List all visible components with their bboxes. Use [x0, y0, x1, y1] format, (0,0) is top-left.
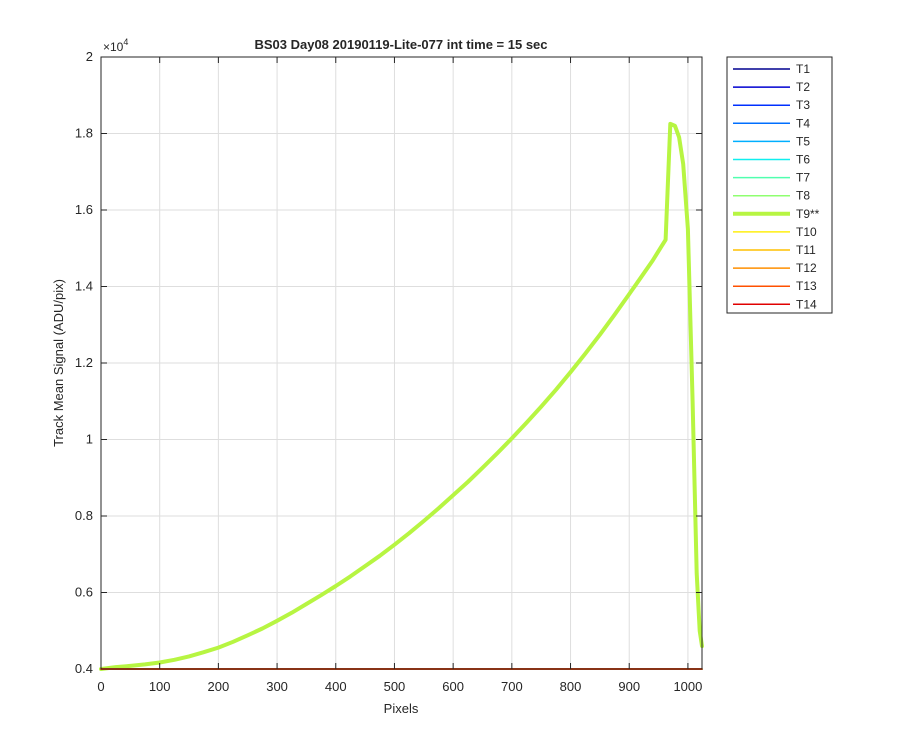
axis-ticks [100, 56, 702, 670]
legend-label: T1 [796, 62, 810, 76]
legend-label: T11 [796, 243, 816, 257]
legend-label: T9** [796, 207, 820, 221]
legend-item[interactable]: T12 [733, 261, 817, 275]
y-tick-label: 1.4 [75, 279, 93, 294]
x-tick-label: 0 [97, 679, 104, 694]
legend-item[interactable]: T1 [733, 62, 810, 76]
legend-item[interactable]: T11 [733, 243, 816, 257]
x-tick-label: 800 [560, 679, 582, 694]
legend-item[interactable]: T13 [733, 279, 817, 293]
x-tick-label: 1000 [673, 679, 702, 694]
x-tick-label: 100 [149, 679, 171, 694]
legend-item[interactable]: T3 [733, 98, 810, 112]
legend-label: T10 [796, 225, 817, 239]
series-line-t9 [99, 121, 704, 671]
y-tick-label: 1 [86, 432, 93, 447]
y-tick-label: 0.8 [75, 508, 93, 523]
chart-title: BS03 Day08 20190119-Lite-077 int time = … [254, 37, 547, 52]
legend-label: T5 [796, 134, 810, 148]
legend-item[interactable]: T2 [733, 80, 810, 94]
legend-label: T14 [796, 297, 817, 311]
legend-item[interactable]: T5 [733, 134, 810, 148]
x-tick-label: 400 [325, 679, 347, 694]
x-tick-label: 300 [266, 679, 288, 694]
legend-items: T1 T2 T3 T4 T5 T6 T7 T8 T9** T10 T11 T12 T13 T14 [733, 62, 820, 311]
legend-label: T4 [796, 116, 810, 130]
y-exponent-multiplier: ×104 [103, 37, 128, 54]
x-axis-label: Pixels [384, 701, 419, 716]
legend-item[interactable]: T14 [733, 297, 817, 311]
legend-item[interactable]: T4 [733, 116, 810, 130]
legend-box [726, 56, 833, 314]
x-tick-label: 200 [208, 679, 230, 694]
legend[interactable]: T1 T2 T3 T4 T5 T6 T7 T8 T9** T10 T11 T12 T13 T14 [726, 56, 833, 314]
y-tick-label: 0.4 [75, 661, 93, 676]
x-tick-label: 700 [501, 679, 523, 694]
y-tick-label: 1.6 [75, 202, 93, 217]
legend-label: T12 [796, 261, 817, 275]
legend-item[interactable]: T8 [733, 189, 810, 203]
y-axis-label: Track Mean Signal (ADU/pix) [51, 279, 66, 447]
legend-label: T2 [796, 80, 810, 94]
legend-label: T7 [796, 171, 810, 185]
x-tick-labels: 0 100 200 300 400 500 600 700 800 900 1000 [97, 679, 702, 694]
x-tick-label: 600 [442, 679, 464, 694]
legend-label: T8 [796, 189, 810, 203]
legend-item[interactable]: T6 [733, 153, 810, 167]
legend-label: T3 [796, 98, 810, 112]
legend-item[interactable]: T9** [733, 207, 820, 221]
y-tick-label: 0.6 [75, 585, 93, 600]
y-exponent-base: ×10 [103, 40, 124, 54]
x-tick-label: 500 [384, 679, 406, 694]
legend-label: T13 [796, 279, 817, 293]
legend-item[interactable]: T10 [733, 225, 817, 239]
x-tick-label: 900 [618, 679, 640, 694]
y-tick-labels: 0.4 0.6 0.8 1 1.2 1.4 1.6 1.8 2 [75, 49, 93, 676]
grid [101, 57, 702, 669]
y-tick-label: 2 [86, 49, 93, 64]
legend-item[interactable]: T7 [733, 171, 810, 185]
legend-label: T6 [796, 153, 810, 167]
y-tick-label: 1.2 [75, 355, 93, 370]
y-tick-label: 1.8 [75, 126, 93, 141]
y-exponent-power: 4 [123, 37, 128, 47]
